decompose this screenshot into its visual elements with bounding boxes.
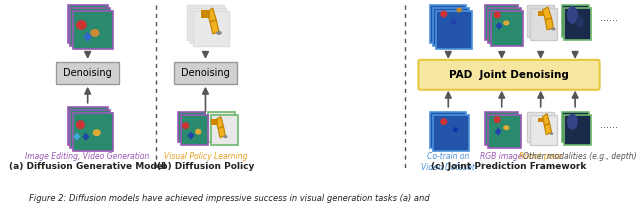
Text: Denoising: Denoising bbox=[181, 68, 230, 78]
Bar bbox=[433, 115, 469, 151]
Ellipse shape bbox=[223, 135, 228, 138]
Text: Denoising: Denoising bbox=[63, 68, 112, 78]
Ellipse shape bbox=[456, 7, 462, 13]
Polygon shape bbox=[543, 7, 552, 20]
Bar bbox=[73, 11, 113, 49]
Bar bbox=[188, 5, 223, 40]
Bar bbox=[68, 107, 108, 145]
Text: Image Editing, Video Generation: Image Editing, Video Generation bbox=[26, 152, 150, 161]
Ellipse shape bbox=[567, 114, 578, 130]
Polygon shape bbox=[544, 124, 552, 135]
Polygon shape bbox=[218, 127, 225, 138]
Text: Visual Policy Learning: Visual Policy Learning bbox=[164, 152, 247, 161]
Bar bbox=[488, 115, 521, 148]
Polygon shape bbox=[545, 18, 554, 30]
Ellipse shape bbox=[576, 16, 583, 28]
Ellipse shape bbox=[76, 120, 85, 129]
Bar bbox=[436, 11, 472, 49]
Text: (c) Joint Prediction Framework: (c) Joint Prediction Framework bbox=[431, 162, 587, 171]
Ellipse shape bbox=[503, 20, 509, 25]
Bar bbox=[56, 62, 120, 84]
Text: (b) Diffusion Policy: (b) Diffusion Policy bbox=[157, 162, 254, 171]
Bar bbox=[179, 112, 205, 142]
Text: Figure 2: Diffusion models have achieved impressive success in visual generation: Figure 2: Diffusion models have achieved… bbox=[29, 194, 429, 204]
Polygon shape bbox=[543, 114, 550, 126]
Bar bbox=[561, 5, 589, 37]
Ellipse shape bbox=[440, 118, 447, 125]
Ellipse shape bbox=[195, 129, 202, 135]
Ellipse shape bbox=[503, 125, 509, 130]
Bar bbox=[70, 110, 110, 148]
Bar bbox=[181, 115, 208, 145]
Bar bbox=[564, 115, 591, 145]
Polygon shape bbox=[216, 117, 223, 129]
Text: ......: ...... bbox=[600, 120, 618, 130]
Bar bbox=[561, 112, 589, 142]
Bar bbox=[527, 5, 554, 37]
Ellipse shape bbox=[550, 132, 554, 135]
Bar bbox=[485, 5, 518, 40]
Ellipse shape bbox=[567, 6, 578, 24]
Ellipse shape bbox=[90, 29, 99, 37]
Polygon shape bbox=[210, 20, 219, 34]
Bar bbox=[190, 8, 227, 43]
Ellipse shape bbox=[440, 11, 447, 18]
Bar bbox=[70, 8, 110, 46]
Ellipse shape bbox=[93, 129, 101, 136]
Bar bbox=[491, 11, 524, 46]
Text: Other modalities (e.g., depth): Other modalities (e.g., depth) bbox=[523, 152, 636, 161]
Ellipse shape bbox=[493, 12, 501, 19]
Ellipse shape bbox=[182, 122, 189, 129]
Text: ......: ...... bbox=[600, 13, 618, 23]
Bar bbox=[538, 11, 544, 16]
Bar bbox=[564, 8, 591, 40]
Bar bbox=[530, 115, 557, 145]
Bar bbox=[201, 10, 210, 18]
Bar bbox=[430, 112, 467, 148]
Ellipse shape bbox=[493, 116, 501, 123]
Polygon shape bbox=[207, 8, 216, 22]
Ellipse shape bbox=[453, 127, 458, 132]
Ellipse shape bbox=[216, 31, 222, 35]
Bar bbox=[68, 5, 108, 43]
Text: PAD  Joint Denoising: PAD Joint Denoising bbox=[449, 70, 569, 80]
Bar bbox=[193, 11, 229, 46]
Bar bbox=[211, 119, 218, 125]
Bar bbox=[485, 112, 518, 145]
Bar bbox=[488, 8, 521, 43]
Bar bbox=[527, 112, 554, 142]
Bar bbox=[173, 62, 237, 84]
Ellipse shape bbox=[451, 19, 457, 25]
Bar bbox=[433, 8, 469, 46]
Ellipse shape bbox=[76, 20, 87, 30]
FancyBboxPatch shape bbox=[419, 60, 600, 90]
Ellipse shape bbox=[551, 27, 556, 30]
Bar bbox=[530, 8, 557, 40]
Text: Co-train on
Video Dataset: Co-train on Video Dataset bbox=[421, 152, 476, 172]
Bar bbox=[211, 115, 238, 145]
Text: RGB image: RGB image bbox=[481, 152, 523, 161]
Bar bbox=[208, 112, 236, 142]
Bar bbox=[538, 118, 544, 122]
Bar bbox=[73, 113, 113, 151]
Bar bbox=[430, 5, 467, 43]
Text: (a) Diffusion Generative Model: (a) Diffusion Generative Model bbox=[9, 162, 166, 171]
Text: Robot pose: Robot pose bbox=[519, 152, 562, 161]
